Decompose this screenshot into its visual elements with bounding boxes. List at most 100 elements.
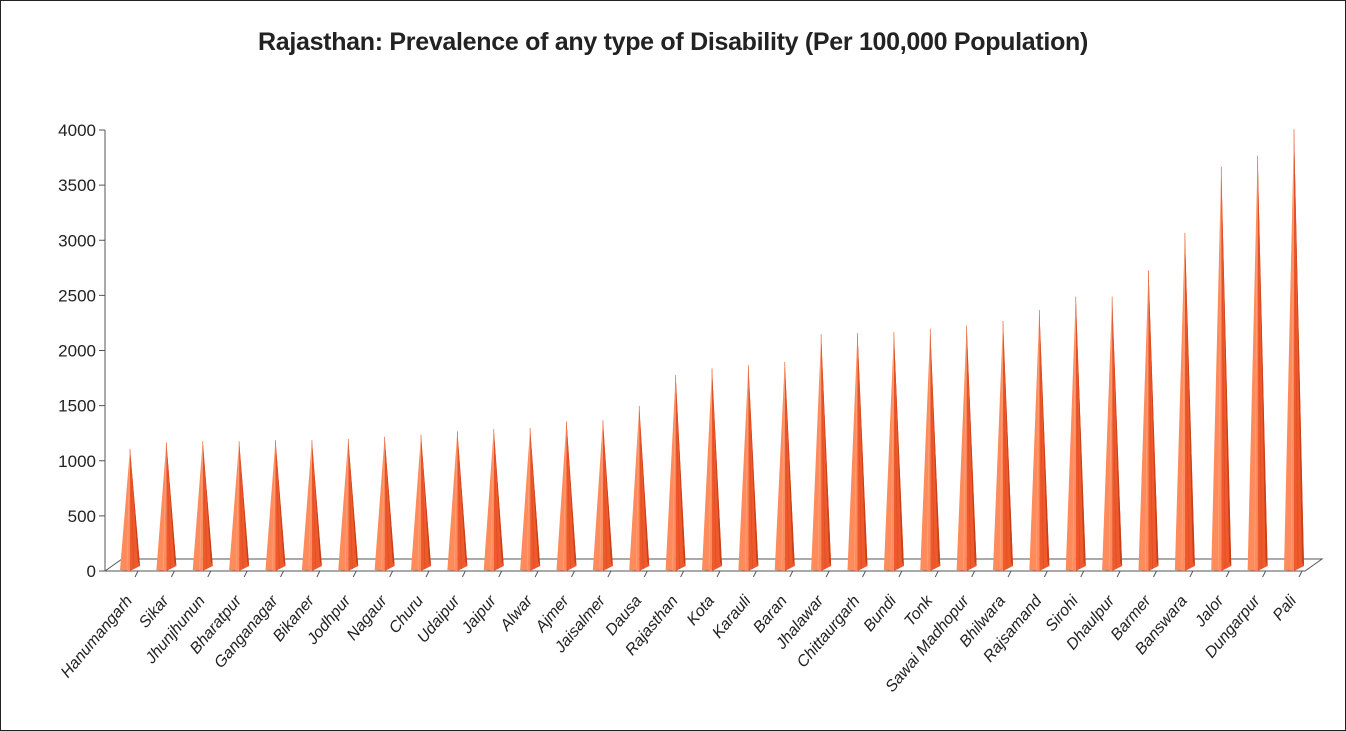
bar-shade xyxy=(711,368,717,570)
bar xyxy=(483,429,504,571)
bar xyxy=(192,441,213,571)
x-tick-label: Alwar xyxy=(497,592,537,635)
x-tick-mark xyxy=(607,570,612,578)
bar-highlight xyxy=(963,325,967,571)
bar xyxy=(556,421,577,571)
bar-face-back xyxy=(348,439,359,566)
bar xyxy=(847,333,868,571)
bar xyxy=(956,325,977,571)
bar xyxy=(338,438,359,571)
x-tick-mark xyxy=(1080,570,1085,578)
bar-highlight xyxy=(1145,270,1149,571)
x-tick-mark xyxy=(316,570,321,578)
x-tick-label: Kota xyxy=(684,593,718,629)
x-tick-labels: Hanumangarh SikarJhunjhununBharatpurGanga… xyxy=(58,570,1303,696)
y-ticks: 0 500 1000 1500 2000 2500 3000 3500 4000 xyxy=(58,121,105,581)
bar-shade xyxy=(166,442,171,570)
bar-shade xyxy=(602,420,608,570)
bar xyxy=(120,448,140,571)
y-tick-label: 500 xyxy=(68,507,96,526)
bar-face-back xyxy=(1148,270,1159,566)
bar-face-back xyxy=(1294,129,1304,566)
bar-face-back xyxy=(130,448,140,566)
bar-highlight xyxy=(163,442,167,571)
y-tick-label: 3500 xyxy=(58,176,96,195)
x-tick-mark xyxy=(1298,570,1303,578)
bars xyxy=(120,129,1304,572)
bar-highlight xyxy=(708,368,713,571)
bar-highlight xyxy=(199,441,204,571)
y-tick-label: 0 xyxy=(87,562,96,581)
bar-highlight xyxy=(999,321,1004,571)
bar-shade xyxy=(893,332,899,570)
x-tick-mark xyxy=(934,570,939,578)
bar-face-back xyxy=(1039,310,1050,566)
bar-shade xyxy=(1002,321,1008,570)
bar-highlight xyxy=(599,420,604,571)
y-tick-label: 3000 xyxy=(58,231,96,250)
bar-shade xyxy=(202,441,208,570)
bar-highlight xyxy=(926,328,931,571)
y-tick-label: 2000 xyxy=(58,342,96,361)
x-tick-mark xyxy=(789,570,794,578)
bar-highlight xyxy=(854,333,858,571)
y-tick-label: 4000 xyxy=(58,121,96,140)
bar-face-back xyxy=(893,332,904,566)
bar-shade xyxy=(1075,296,1081,570)
bar-face-back xyxy=(1184,232,1195,566)
x-tick-mark xyxy=(1043,570,1048,578)
bar-face-back xyxy=(821,334,832,566)
bar-face-back xyxy=(675,375,686,566)
y-tick-label: 2500 xyxy=(58,286,96,305)
x-tick-mark xyxy=(1153,570,1157,578)
bar xyxy=(1102,296,1123,571)
bar-shade xyxy=(311,440,317,570)
x-tick-mark xyxy=(352,570,357,578)
bar xyxy=(265,440,286,571)
bar-face-back xyxy=(748,365,759,566)
x-tick-mark xyxy=(243,570,248,578)
bar-highlight xyxy=(1254,155,1258,571)
x-tick-mark xyxy=(207,570,212,578)
bar-shade xyxy=(929,328,935,570)
bar-highlight xyxy=(126,448,131,571)
bar xyxy=(1284,129,1304,571)
x-tick-mark xyxy=(1225,570,1230,578)
bar-highlight xyxy=(417,434,422,571)
bar-face-back xyxy=(239,441,250,566)
bar-face-back xyxy=(1112,296,1123,566)
y-tick-label: 1500 xyxy=(58,397,96,416)
bar-face-back xyxy=(602,420,613,566)
bar-highlight xyxy=(672,375,676,571)
bar-face-back xyxy=(639,405,650,566)
bar-highlight xyxy=(1108,296,1113,571)
x-tick-mark xyxy=(825,570,830,578)
bar-highlight xyxy=(890,332,895,571)
x-tick-mark xyxy=(643,570,648,578)
bar-face-back xyxy=(275,440,286,566)
bar xyxy=(883,332,904,571)
x-tick-mark xyxy=(534,570,539,578)
x-tick-mark xyxy=(971,570,976,578)
bar-shade xyxy=(638,405,644,570)
bar-face-back xyxy=(311,440,322,566)
x-tick-mark xyxy=(680,570,685,578)
bar xyxy=(738,365,759,571)
bar xyxy=(447,431,468,571)
bar-shade xyxy=(1293,129,1299,570)
bar-highlight xyxy=(381,436,385,571)
bar-highlight xyxy=(1036,310,1040,571)
bar xyxy=(1029,310,1050,571)
bar xyxy=(374,436,395,571)
bar-highlight xyxy=(563,421,567,571)
bar-shade xyxy=(1039,310,1044,570)
bar-shade xyxy=(784,361,790,570)
bar-face-back xyxy=(966,325,977,566)
bar xyxy=(1065,296,1086,571)
bar-highlight xyxy=(1217,166,1222,571)
x-tick-label: Jaipur xyxy=(458,592,500,638)
bar xyxy=(1174,232,1195,571)
bar-highlight xyxy=(272,440,276,571)
x-tick-mark xyxy=(1007,570,1012,578)
